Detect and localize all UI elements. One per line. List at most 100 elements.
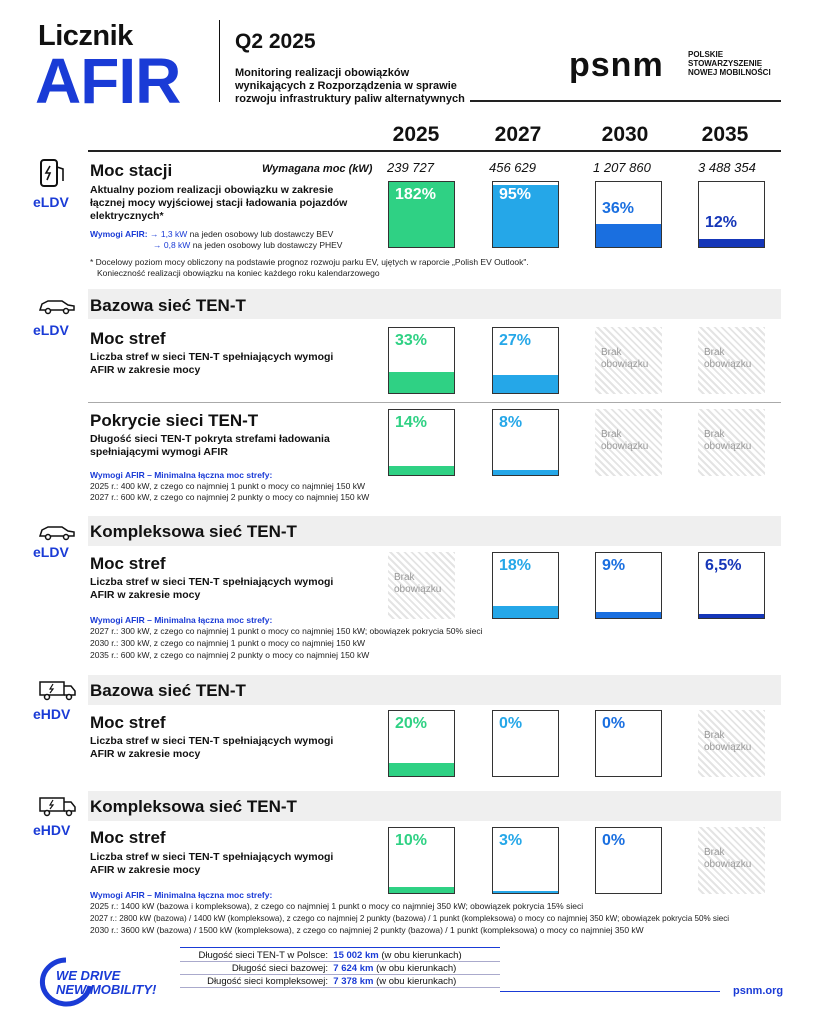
vehicle-tag: eHDV [33, 706, 71, 722]
subsection-desc: Liczba stref w sieci TEN-T spełniających… [90, 576, 334, 601]
section-title: Bazowa sieć TEN-T [90, 296, 246, 315]
gauge-fill [493, 185, 558, 247]
gauge-pct: 95% [499, 186, 532, 203]
subsection-desc: Długość sieci TEN-T pokryta strefami ład… [90, 433, 330, 458]
subsection-title: Moc stref [90, 329, 166, 348]
psnm-logo: psnm [569, 46, 664, 84]
section-header-bg [88, 516, 781, 546]
network-length-table: Długość sieci TEN-T w Polsce: 15 002 km … [180, 949, 500, 988]
year-2030: 2030 [601, 123, 649, 146]
no-obligation: Brak obowiązku [698, 710, 765, 777]
afir-req-label: Wymogi AFIR – Minimalna łączna moc stref… [90, 890, 273, 900]
afir-req-2: 2027 r.: 600 kW, z czego co najmniej 2 p… [90, 492, 370, 502]
gauge-pct: 0% [602, 832, 626, 849]
gauge-fill [596, 612, 661, 618]
vehicle-tag: eLDV [33, 194, 69, 210]
quarter: Q2 2025 [235, 30, 316, 53]
gauge-2035: 12% [698, 181, 765, 248]
afir-label: Wymogi AFIR: [90, 229, 148, 239]
no-obligation-label: Brak obowiązku [394, 572, 442, 595]
gauge-pct: 3% [499, 832, 523, 849]
subsection-title: Moc stref [90, 713, 166, 732]
year-2035: 2035 [701, 123, 749, 146]
afir-req-label: Wymogi AFIR – Minimalna łączna moc stref… [90, 470, 273, 480]
logo-subtitle: POLSKIE STOWARZYSZENIE NOWEJ MOBILNOŚCI [688, 50, 771, 77]
year-2025: 2025 [392, 123, 440, 146]
slogan-line1: WE DRIVE [56, 968, 121, 983]
section-title: Kompleksowa sieć TEN-T [90, 797, 297, 816]
afir-text-1: na jeden osobowy lub dostawczy BEV [189, 229, 334, 239]
table-row: Długość sieci TEN-T w Polsce: 15 002 km … [180, 949, 500, 962]
afir-kw-2: → 0,8 kW [153, 240, 191, 250]
afir-req-3: 2035 r.: 600 kW, z czego co najmniej 2 p… [90, 650, 370, 660]
gauge-2027: 0% [492, 710, 559, 777]
table-row: Długość sieci kompleksowej: 7 378 km (w … [180, 975, 500, 988]
afir-req-2: 2030 r.: 300 kW, z czego co najmniej 1 p… [90, 638, 365, 648]
gauge-pct: 6,5% [705, 557, 742, 574]
no-obligation: Brak obowiązku [388, 552, 455, 619]
year-rule [88, 150, 781, 152]
section-title: Moc stacji [90, 161, 173, 180]
no-obligation-label: Brak obowiązku [704, 429, 752, 452]
section-title: Bazowa sieć TEN-T [90, 681, 246, 700]
vehicle-tag: eLDV [33, 322, 69, 338]
gauge-2030: 0% [595, 710, 662, 777]
req-2025: 239 727 [387, 160, 434, 175]
subsection-desc: Liczba stref w sieci TEN-T spełniających… [90, 851, 334, 876]
footer-rule [500, 991, 720, 992]
gauge-2035: 6,5% [698, 552, 765, 619]
row-note: (w obu kierunkach) [381, 950, 462, 961]
section-header-bg [88, 289, 781, 319]
gauge-pct: 10% [395, 832, 428, 849]
gauge-2027: 8% [492, 409, 559, 476]
gauge-2025: 33% [388, 327, 455, 394]
car-icon [38, 526, 75, 541]
afir-kw-1: → 1,3 kW [149, 229, 188, 239]
afir-req-1: 2025 r.: 1400 kW (bazowa i kompleksowa),… [90, 901, 584, 911]
gauge-pct: 20% [395, 715, 428, 732]
gauge-fill [596, 223, 661, 247]
gauge-pct: 12% [705, 214, 738, 231]
gauge-pct: 36% [602, 200, 635, 217]
title-line1: Licznik [38, 20, 133, 52]
no-obligation-label: Brak obowiązku [601, 429, 649, 452]
subsection-title: Moc stref [90, 554, 166, 573]
row-note: (w obu kierunkach) [376, 976, 457, 987]
gauge-2025: 10% [388, 827, 455, 894]
table-row: Długość sieci bazowej: 7 624 km (w obu k… [180, 962, 500, 975]
section-header-bg [88, 675, 781, 705]
gauge-2027: 27% [492, 327, 559, 394]
gauge-2030: 0% [595, 827, 662, 894]
gauge-fill [389, 182, 454, 247]
gauge-pct: 0% [602, 715, 626, 732]
no-obligation-label: Brak obowiązku [704, 730, 752, 753]
section-desc: Aktualny poziom realizacji obowiązku w z… [90, 184, 348, 222]
gauge-fill [493, 606, 558, 618]
row-value: 15 002 km [333, 950, 379, 961]
required-power-label: Wymagana moc (kW) [262, 163, 373, 175]
gauge-fill [493, 375, 558, 393]
truck-icon [39, 681, 76, 701]
row-label: Długość sieci kompleksowej: [207, 976, 328, 987]
gauge-fill [389, 886, 454, 893]
subsection-desc: Liczba stref w sieci TEN-T spełniających… [90, 351, 334, 376]
row-value: 7 378 km [333, 976, 374, 987]
afir-req-label: Wymogi AFIR – Minimalna łączna moc stref… [90, 615, 273, 625]
gauge-fill [389, 465, 454, 475]
website-link[interactable]: psnm.org [733, 985, 784, 997]
gauge-pct: 18% [499, 557, 532, 574]
vehicle-tag: eLDV [33, 544, 69, 560]
afir-req-2: 2027 r.: 2800 kW (bazowa) / 1400 kW (kom… [90, 914, 730, 923]
vehicle-tag: eHDV [33, 822, 71, 838]
gauge-fill [699, 239, 764, 247]
gauge-2030: 36% [595, 181, 662, 248]
charging-station-icon [40, 159, 64, 187]
afir-req-3: 2030 r.: 3600 kW (bazowa) / 1500 kW (kom… [90, 925, 644, 935]
note-2: Konieczność realizacji obowiązku na koni… [97, 268, 380, 278]
no-obligation: Brak obowiązku [698, 827, 765, 894]
truck-icon [39, 797, 76, 817]
gauge-pct: 9% [602, 557, 626, 574]
req-2035: 3 488 354 [698, 160, 756, 175]
gauge-fill [389, 371, 454, 393]
req-2030: 1 207 860 [593, 160, 651, 175]
